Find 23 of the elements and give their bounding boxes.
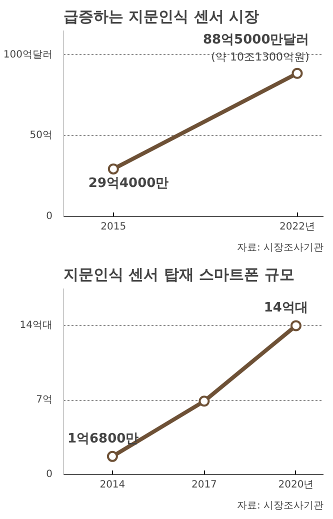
text: 자료: 시장조사기관: [236, 242, 324, 254]
x-tick-label: 2020년: [278, 480, 314, 490]
annotation: 1억6800만: [67, 431, 139, 446]
point: [198, 396, 210, 407]
point: [290, 320, 302, 332]
x-tick-label: 2015: [100, 222, 126, 232]
y-tick-label: 0: [46, 211, 53, 222]
y-tick-label: 50억: [30, 130, 53, 142]
chart-title: 급증하는 지문인식 센서 시장: [64, 8, 260, 26]
point: [106, 450, 118, 462]
annotation: 29억4000만: [88, 176, 169, 191]
x-tick-label: 2022년: [280, 222, 315, 232]
annotation: 88억5000만달러: [202, 32, 310, 48]
y-tick-label: 100억달러: [3, 49, 53, 60]
x-tick-label: 2017: [191, 480, 217, 490]
y-tick-label: 7억: [36, 394, 53, 406]
chart-title: 지문인식 센서 탑재 스마트폰 규모: [64, 266, 294, 284]
annotation: 14억대: [264, 300, 308, 316]
x-tick-label: 2014: [100, 480, 126, 490]
annotation: (약 10조1300억원): [211, 50, 310, 64]
y-tick-label: 14억대: [20, 320, 53, 332]
text: 자료: 시장조사기관: [236, 500, 324, 512]
y-tick-label: 0: [46, 469, 53, 480]
